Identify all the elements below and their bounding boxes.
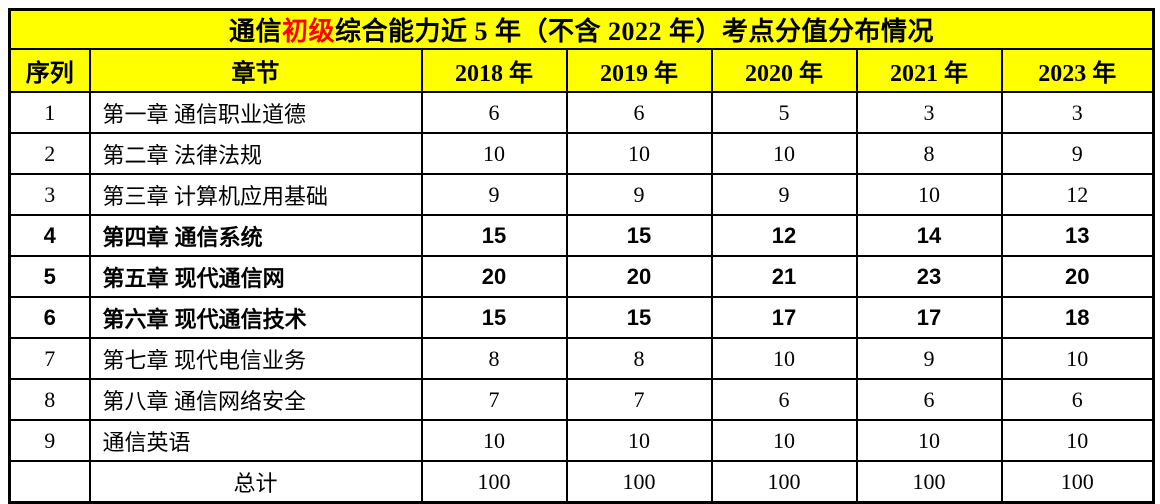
cell-seq: 2 xyxy=(8,132,91,175)
header-chapter: 章节 xyxy=(88,48,423,93)
table-row: 5 第五章 现代通信网 20 20 21 23 20 xyxy=(8,255,1155,298)
table-title: 通信初级综合能力近 5 年（不含 2022 年）考点分值分布情况 xyxy=(8,8,1155,50)
cell-chapter: 第八章 通信网络安全 xyxy=(88,378,423,421)
cell-chapter: 第七章 现代电信业务 xyxy=(88,337,423,380)
cell-2021: 8 xyxy=(855,132,1003,175)
cell-chapter: 第四章 通信系统 xyxy=(88,214,423,257)
cell-2020: 10 xyxy=(710,337,858,380)
cell-seq: 4 xyxy=(8,214,91,257)
table-row: 7 第七章 现代电信业务 8 8 10 9 10 xyxy=(8,337,1155,380)
header-2021: 2021 年 xyxy=(855,48,1003,93)
cell-2023: 6 xyxy=(1000,378,1155,421)
table-title-row: 通信初级综合能力近 5 年（不含 2022 年）考点分值分布情况 xyxy=(8,8,1155,50)
cell-total-2020: 100 xyxy=(710,460,858,504)
cell-2019: 10 xyxy=(565,132,713,175)
cell-seq: 5 xyxy=(8,255,91,298)
cell-2023: 3 xyxy=(1000,91,1155,134)
cell-2021: 14 xyxy=(855,214,1003,257)
cell-2020: 10 xyxy=(710,132,858,175)
cell-2019: 8 xyxy=(565,337,713,380)
cell-2020: 6 xyxy=(710,378,858,421)
cell-total-label: 总计 xyxy=(88,460,423,504)
cell-2023: 13 xyxy=(1000,214,1155,257)
cell-chapter: 第三章 计算机应用基础 xyxy=(88,173,423,216)
cell-2019: 6 xyxy=(565,91,713,134)
table-row: 6 第六章 现代通信技术 15 15 17 17 18 xyxy=(8,296,1155,339)
cell-2021: 3 xyxy=(855,91,1003,134)
cell-2020: 9 xyxy=(710,173,858,216)
header-2018: 2018 年 xyxy=(420,48,568,93)
cell-total-2023: 100 xyxy=(1000,460,1155,504)
table-header-row: 序列 章节 2018 年 2019 年 2020 年 2021 年 2023 年 xyxy=(8,48,1155,93)
cell-seq: 6 xyxy=(8,296,91,339)
cell-total-2021: 100 xyxy=(855,460,1003,504)
title-part-3: 综合能力近 5 年（不含 2022 年）考点分值分布情况 xyxy=(335,17,935,46)
score-table: 通信初级综合能力近 5 年（不含 2022 年）考点分值分布情况 序列 章节 2… xyxy=(8,8,1156,504)
cell-2020: 10 xyxy=(710,419,858,462)
title-part-highlight: 初级 xyxy=(282,17,336,46)
cell-2019: 9 xyxy=(565,173,713,216)
cell-2023: 12 xyxy=(1000,173,1155,216)
cell-seq: 3 xyxy=(8,173,91,216)
cell-2021: 23 xyxy=(855,255,1003,298)
cell-2018: 8 xyxy=(420,337,568,380)
cell-2023: 10 xyxy=(1000,337,1155,380)
cell-2019: 7 xyxy=(565,378,713,421)
cell-total-2018: 100 xyxy=(420,460,568,504)
cell-2018: 20 xyxy=(420,255,568,298)
title-part-1: 通信 xyxy=(229,17,283,46)
header-seq: 序列 xyxy=(8,48,91,93)
cell-2018: 15 xyxy=(420,214,568,257)
cell-2018: 7 xyxy=(420,378,568,421)
cell-chapter: 第五章 现代通信网 xyxy=(88,255,423,298)
cell-chapter: 第一章 通信职业道德 xyxy=(88,91,423,134)
cell-2023: 18 xyxy=(1000,296,1155,339)
cell-seq: 8 xyxy=(8,378,91,421)
table-row: 1 第一章 通信职业道德 6 6 5 3 3 xyxy=(8,91,1155,134)
cell-2019: 15 xyxy=(565,214,713,257)
table-row: 9 通信英语 10 10 10 10 10 xyxy=(8,419,1155,462)
cell-2023: 20 xyxy=(1000,255,1155,298)
cell-2021: 10 xyxy=(855,173,1003,216)
header-2020: 2020 年 xyxy=(710,48,858,93)
cell-2019: 20 xyxy=(565,255,713,298)
cell-2021: 10 xyxy=(855,419,1003,462)
cell-2020: 21 xyxy=(710,255,858,298)
cell-2021: 17 xyxy=(855,296,1003,339)
cell-2023: 10 xyxy=(1000,419,1155,462)
cell-chapter: 通信英语 xyxy=(88,419,423,462)
cell-2018: 15 xyxy=(420,296,568,339)
table-row: 2 第二章 法律法规 10 10 10 8 9 xyxy=(8,132,1155,175)
cell-2018: 10 xyxy=(420,419,568,462)
cell-2018: 6 xyxy=(420,91,568,134)
cell-2020: 12 xyxy=(710,214,858,257)
cell-2020: 5 xyxy=(710,91,858,134)
header-2023: 2023 年 xyxy=(1000,48,1155,93)
cell-seq: 7 xyxy=(8,337,91,380)
cell-2019: 15 xyxy=(565,296,713,339)
table-row: 8 第八章 通信网络安全 7 7 6 6 6 xyxy=(8,378,1155,421)
cell-total-2019: 100 xyxy=(565,460,713,504)
table-row: 4 第四章 通信系统 15 15 12 14 13 xyxy=(8,214,1155,257)
cell-chapter: 第六章 现代通信技术 xyxy=(88,296,423,339)
cell-seq-empty xyxy=(8,460,91,504)
cell-2023: 9 xyxy=(1000,132,1155,175)
table-row: 3 第三章 计算机应用基础 9 9 9 10 12 xyxy=(8,173,1155,216)
header-2019: 2019 年 xyxy=(565,48,713,93)
cell-2019: 10 xyxy=(565,419,713,462)
cell-2018: 9 xyxy=(420,173,568,216)
cell-2021: 6 xyxy=(855,378,1003,421)
cell-seq: 1 xyxy=(8,91,91,134)
cell-seq: 9 xyxy=(8,419,91,462)
table-total-row: 总计 100 100 100 100 100 xyxy=(8,460,1155,504)
cell-2018: 10 xyxy=(420,132,568,175)
cell-2021: 9 xyxy=(855,337,1003,380)
cell-chapter: 第二章 法律法规 xyxy=(88,132,423,175)
cell-2020: 17 xyxy=(710,296,858,339)
